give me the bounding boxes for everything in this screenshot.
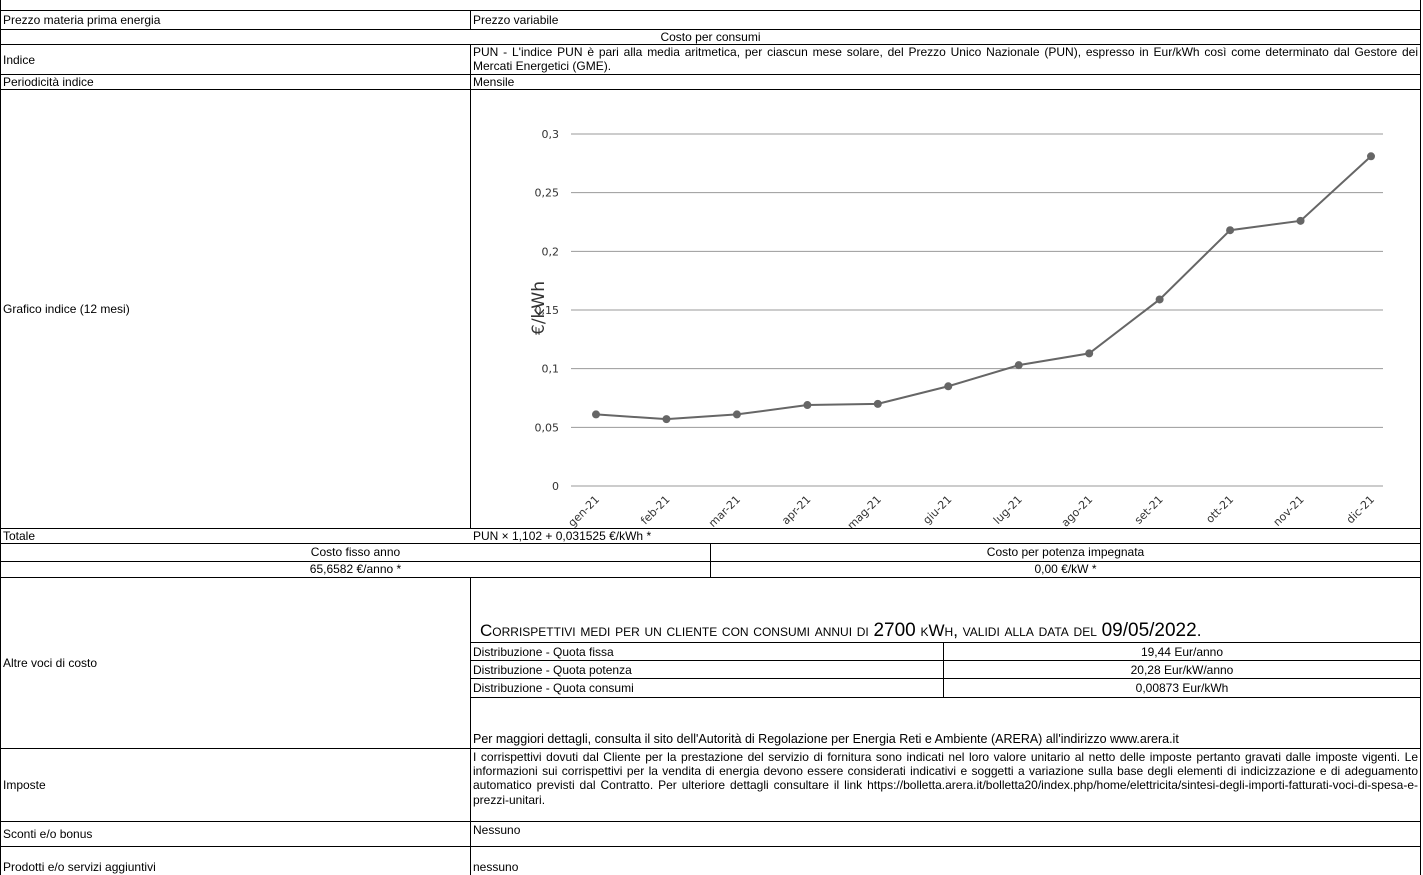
row-label-imposte: Imposte	[3, 778, 46, 792]
x-tick-label: set-21	[1132, 493, 1166, 527]
x-tick-label: apr-21	[779, 493, 813, 527]
data-point	[873, 399, 882, 408]
x-tick-label: ott-21	[1203, 493, 1236, 526]
row-value-prezzo: Prezzo variabile	[473, 13, 559, 27]
pun-index-chart: 0 0,05 0,1 0,15 0,2 0,25 0,3 gen-21 feb-21 mar-2…	[529, 128, 1383, 528]
y-tick-label: 0	[552, 480, 559, 493]
cost-item-value: 20,28 Eur/kW/anno	[1130, 662, 1234, 677]
x-tick-label: mag-21	[845, 493, 884, 528]
data-point	[1367, 152, 1375, 161]
y-tick-label: 0,05	[535, 421, 560, 434]
row-label-totale: Totale	[3, 529, 36, 543]
row-label-prodotti: Prodotti e/o servizi aggiuntivi	[3, 860, 156, 874]
altre-voci-heading: Corrispettivi medi per un cliente con co…	[480, 620, 1202, 641]
row-value-totale: PUN × 1,102 + 0,031525 €/kWh *	[473, 529, 652, 543]
arera-note: Per maggiori dettagli, consulta il sito …	[473, 732, 1179, 746]
data-point	[1014, 361, 1023, 370]
row-label-indice: Indice	[3, 52, 36, 67]
costo-potenza-label: Costo per potenza impegnata	[986, 545, 1145, 559]
y-tick-label: 0,3	[542, 128, 560, 141]
y-tick-label: 0,15	[535, 304, 560, 317]
row-label-grafico: Grafico indice (12 mesi)	[3, 302, 130, 316]
y-axis-label: €/kWh	[529, 281, 549, 335]
data-point	[1296, 216, 1305, 225]
row-label-sconti: Sconti e/o bonus	[3, 827, 93, 841]
cost-item-value: 19,44 Eur/anno	[1140, 644, 1224, 659]
x-tick-label: mar-21	[706, 493, 743, 528]
cost-item-name: Distribuzione - Quota consumi	[473, 681, 634, 695]
data-point	[1085, 349, 1094, 358]
pun-series-line	[595, 155, 1372, 421]
data-point	[803, 401, 812, 410]
cost-item-value: 0,00873 Eur/kWh	[1135, 681, 1229, 695]
cost-item-name: Distribuzione - Quota fissa	[473, 644, 614, 659]
y-tick-label: 0,1	[542, 363, 560, 376]
section-header-costo-consumi: Costo per consumi	[660, 30, 761, 44]
x-tick-label: gen-21	[566, 493, 603, 528]
row-value-sconti: Nessuno	[473, 823, 521, 837]
row-label-periodicita: Periodicità indice	[3, 75, 94, 89]
data-point	[944, 382, 953, 391]
data-point	[1155, 295, 1164, 304]
row-label-altre-voci: Altre voci di costo	[3, 656, 98, 670]
y-tick-label: 0,25	[535, 187, 560, 200]
x-tick-label: giu-21	[920, 493, 954, 527]
y-tick-label: 0,2	[542, 245, 560, 258]
x-tick-label: lug-21	[991, 493, 1025, 527]
x-tick-label: ago-21	[1059, 493, 1096, 528]
row-value-imposte: I corrispettivi dovuti dal Cliente per l…	[473, 750, 1418, 807]
x-tick-label: nov-21	[1271, 493, 1307, 528]
data-point	[732, 410, 741, 419]
data-point	[1226, 226, 1235, 235]
costo-fisso-value: 65,6582 €/anno *	[309, 562, 402, 576]
x-tick-label: dic-21	[1344, 493, 1377, 526]
x-tick-label: feb-21	[638, 493, 672, 527]
row-label-prezzo: Prezzo materia prima energia	[3, 13, 161, 27]
row-value-periodicita: Mensile	[473, 75, 515, 89]
row-value-indice: PUN - L'indice PUN è pari alla media ari…	[473, 45, 1418, 73]
data-point	[662, 415, 671, 424]
data-point	[592, 410, 600, 419]
costo-fisso-label: Costo fisso anno	[310, 545, 401, 559]
cost-item-name: Distribuzione - Quota potenza	[473, 662, 632, 677]
row-value-prodotti: nessuno	[473, 860, 519, 874]
costo-potenza-value: 0,00 €/kW *	[1034, 562, 1097, 576]
